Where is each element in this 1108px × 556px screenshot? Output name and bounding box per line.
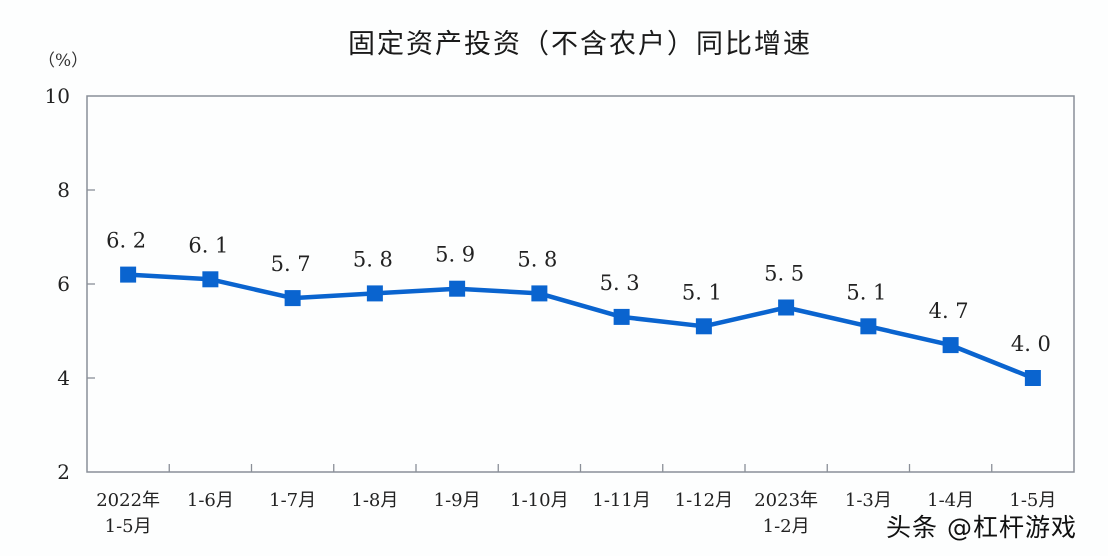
y-axis-unit-label: （%） xyxy=(38,51,89,71)
y-tick-label: 4 xyxy=(57,366,70,390)
data-point-marker xyxy=(366,285,383,302)
data-point-marker xyxy=(695,318,712,335)
x-tick-label: 1-12月 xyxy=(675,490,733,511)
watermark: 头条 @杠杆游戏 xyxy=(886,513,1077,542)
data-label: 6. 2 xyxy=(106,229,146,253)
x-tick-label: 1-8月 xyxy=(351,490,398,511)
y-tick-label: 2 xyxy=(57,460,70,484)
x-tick-label: 1-5月 xyxy=(105,516,152,537)
x-tick-label: 1-11月 xyxy=(592,490,650,511)
y-axis-ticks: 2 4 6 8 10 xyxy=(45,84,95,484)
data-label: 4. 0 xyxy=(1011,332,1051,356)
data-label: 5. 7 xyxy=(271,252,311,276)
y-tick-label: 6 xyxy=(57,272,70,296)
data-point-marker xyxy=(778,299,795,316)
data-label: 5. 1 xyxy=(682,280,722,304)
x-tick-label: 1-3月 xyxy=(845,490,892,511)
data-label: 6. 1 xyxy=(188,233,228,257)
data-point-marker xyxy=(613,308,630,325)
x-axis-ticks: 2022年 1-5月 1-6月 1-7月 1-8月 1-9月 1-10月 1-11月 1-12月… xyxy=(96,464,1056,537)
data-label: 5. 8 xyxy=(517,247,557,271)
x-tick-label: 1-10月 xyxy=(510,490,568,511)
data-point-marker xyxy=(202,271,219,288)
data-point-marker xyxy=(449,280,466,297)
data-label: 5. 5 xyxy=(764,262,804,286)
data-point-marker xyxy=(860,318,877,335)
data-label: 5. 8 xyxy=(353,247,393,271)
x-tick-label: 1-9月 xyxy=(434,490,481,511)
x-tick-label: 2023年 xyxy=(754,490,818,511)
y-tick-label: 8 xyxy=(57,178,70,202)
x-tick-label: 1-6月 xyxy=(187,490,234,511)
chart-title: 固定资产投资（不含农户）同比增速 xyxy=(348,29,812,60)
data-point-marker xyxy=(284,290,301,307)
x-tick-label: 1-7月 xyxy=(269,490,316,511)
series-line xyxy=(127,272,1034,381)
data-point-marker xyxy=(531,285,548,302)
data-label: 5. 3 xyxy=(600,271,640,295)
x-tick-label: 1-4月 xyxy=(927,490,974,511)
data-series: 6. 2 6. 1 5. 7 5. 8 5. 9 5. 8 5. 3 5. 1 5. 5 5. 1… xyxy=(106,229,1051,386)
y-tick-label: 10 xyxy=(45,84,70,108)
data-label: 5. 9 xyxy=(435,243,475,267)
data-point-marker xyxy=(1024,370,1041,386)
x-tick-label: 1-2月 xyxy=(763,516,810,537)
data-point-marker xyxy=(120,266,137,283)
x-tick-label: 1-5月 xyxy=(1009,490,1056,511)
data-point-marker xyxy=(942,337,959,354)
data-label: 5. 1 xyxy=(846,280,886,304)
x-tick-label: 2022年 xyxy=(96,490,160,511)
data-label: 4. 7 xyxy=(929,299,969,323)
